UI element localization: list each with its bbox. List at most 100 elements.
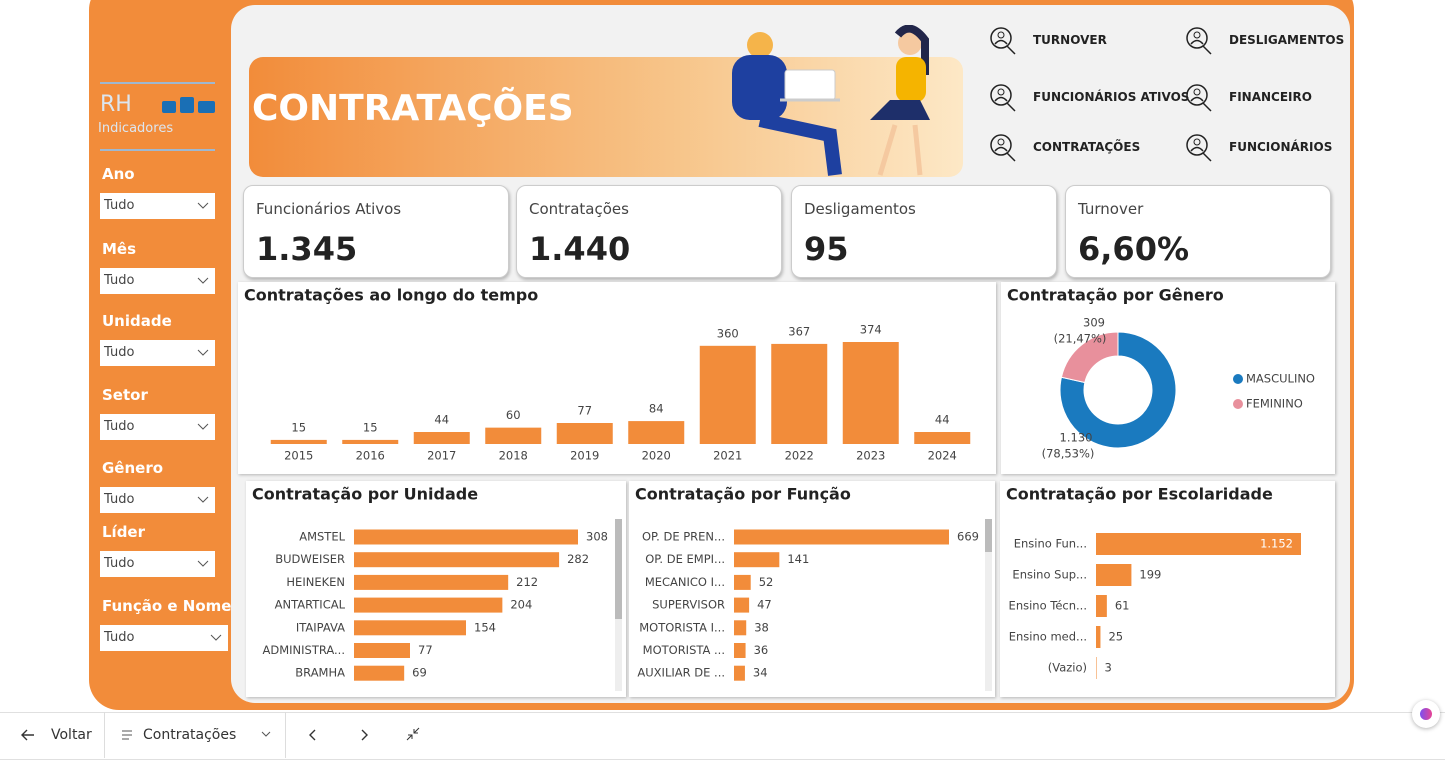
bar xyxy=(354,665,405,681)
nav-link[interactable]: TURNOVER xyxy=(1033,33,1107,47)
panel: Contratação por Gênero 1.130 (78,53%) MASCU… xyxy=(1001,282,1335,474)
filter-label: Ano xyxy=(102,165,135,183)
nav-link[interactable]: FINANCEIRO xyxy=(1229,90,1312,104)
y-tick-label: Ensino Fun... xyxy=(1014,537,1087,551)
bar xyxy=(354,643,410,658)
bar xyxy=(734,574,751,590)
logo-line xyxy=(100,82,215,84)
kpi-label: Desligamentos xyxy=(804,200,916,218)
data-label: 199 xyxy=(1139,568,1161,582)
data-label: 309 xyxy=(1083,316,1105,330)
bar xyxy=(342,439,399,444)
bar xyxy=(734,529,949,545)
percent-label: (78,53%) xyxy=(1042,447,1095,461)
panel: Contratações ao longo do tempo 15 2015 15 20… xyxy=(238,282,996,474)
bar xyxy=(413,432,470,444)
y-tick-label: AMSTEL xyxy=(299,530,345,544)
data-label: 44 xyxy=(935,413,950,427)
nav-icon[interactable] xyxy=(1177,20,1217,60)
data-label: 25 xyxy=(1108,630,1123,644)
x-tick-label: 2021 xyxy=(713,449,742,463)
footer xyxy=(0,712,1445,760)
filter-dropdown[interactable]: Tudo xyxy=(100,268,215,294)
nav-link[interactable]: DESLIGAMENTOS xyxy=(1229,33,1345,47)
y-tick-label: ANTARTICAL xyxy=(275,598,346,612)
nav-icon[interactable] xyxy=(1177,127,1217,167)
bar xyxy=(734,643,746,658)
data-label: 204 xyxy=(510,598,532,612)
back-button[interactable]: Voltar xyxy=(51,727,92,743)
legend-marker xyxy=(1233,374,1243,384)
kpi-card: Turnover 6,60% xyxy=(1065,185,1331,278)
next-page[interactable] xyxy=(358,728,370,742)
chart: Contratação por Unidade AMSTEL 308 BUDWEISE… xyxy=(252,485,622,691)
page-selector[interactable]: Contratações xyxy=(143,727,237,743)
y-tick-label: SUPERVISOR xyxy=(652,598,725,612)
divider xyxy=(104,712,105,758)
filter-dropdown[interactable]: Tudo xyxy=(100,193,215,219)
legend-label: MASCULINO xyxy=(1246,372,1315,386)
nav-link[interactable]: CONTRATAÇÕES xyxy=(1033,140,1141,154)
bar xyxy=(354,597,503,613)
data-label: 38 xyxy=(754,620,769,634)
data-label: 1.130 xyxy=(1060,431,1093,445)
bar xyxy=(699,345,756,444)
nav-link[interactable]: FUNCIONÁRIOS ATIVOS xyxy=(1033,90,1190,104)
fit-icon[interactable] xyxy=(406,727,420,741)
data-label: 47 xyxy=(757,598,772,612)
filter-dropdown[interactable]: Tudo xyxy=(100,487,215,513)
y-tick-label: MOTORISTA I... xyxy=(639,620,725,634)
filter-label: Unidade xyxy=(102,312,172,330)
bar xyxy=(734,552,780,568)
filter-dropdown[interactable]: Tudo xyxy=(100,340,215,366)
logo-icon xyxy=(162,101,176,113)
data-label: 44 xyxy=(434,413,449,427)
panel: Contratação por Escolaridade Ensino Fun..… xyxy=(1000,481,1335,697)
dropdown-icon xyxy=(197,496,209,503)
nav-icon[interactable] xyxy=(981,77,1021,117)
x-tick-label: 2024 xyxy=(928,449,957,463)
chart: Contratação por Função OP. DE PREN... 669 O… xyxy=(635,485,992,691)
bar xyxy=(734,597,750,613)
logo-title: RH xyxy=(100,92,132,117)
filter-label: Função e Nome xyxy=(102,597,232,615)
bar xyxy=(734,620,747,636)
data-label: 367 xyxy=(788,324,810,338)
filter-label: Setor xyxy=(102,386,148,404)
nav-icon[interactable] xyxy=(981,20,1021,60)
nav-link[interactable]: FUNCIONÁRIOS xyxy=(1229,140,1333,154)
assistant-button[interactable] xyxy=(1412,700,1440,728)
bar xyxy=(1096,564,1132,586)
dropdown-icon xyxy=(197,349,209,356)
bar xyxy=(354,574,509,590)
chart-title: Contratação por Escolaridade xyxy=(1006,485,1273,504)
data-label: 84 xyxy=(649,402,664,416)
y-tick-label: BRAMHA xyxy=(295,666,345,680)
bar xyxy=(354,620,466,636)
y-tick-label: Ensino Sup... xyxy=(1012,568,1087,582)
bar xyxy=(842,342,899,444)
data-label: 374 xyxy=(860,323,882,337)
prev-page[interactable] xyxy=(307,728,319,742)
kpi-value: 1.345 xyxy=(256,230,358,268)
filter-dropdown[interactable]: Tudo xyxy=(100,414,215,440)
data-label: 15 xyxy=(291,420,306,434)
filter-dropdown[interactable]: Tudo xyxy=(100,625,228,651)
nav-icon[interactable] xyxy=(1177,77,1217,117)
nav-icon[interactable] xyxy=(981,127,1021,167)
bar xyxy=(628,421,685,444)
data-label: 77 xyxy=(577,404,592,418)
chart: Contratação por Gênero 1.130 (78,53%) MASCU… xyxy=(1007,286,1315,461)
filter-label: Mês xyxy=(102,240,137,258)
bar xyxy=(1096,626,1101,648)
dropdown-icon xyxy=(210,634,222,641)
bar xyxy=(734,665,745,681)
legend-label: FEMININO xyxy=(1246,397,1303,411)
data-label: 360 xyxy=(717,326,739,340)
data-label: 61 xyxy=(1115,599,1130,613)
dropdown-icon[interactable] xyxy=(261,731,271,739)
data-label: 154 xyxy=(474,620,496,634)
back-icon[interactable] xyxy=(20,727,36,743)
filter-dropdown[interactable]: Tudo xyxy=(100,551,215,577)
